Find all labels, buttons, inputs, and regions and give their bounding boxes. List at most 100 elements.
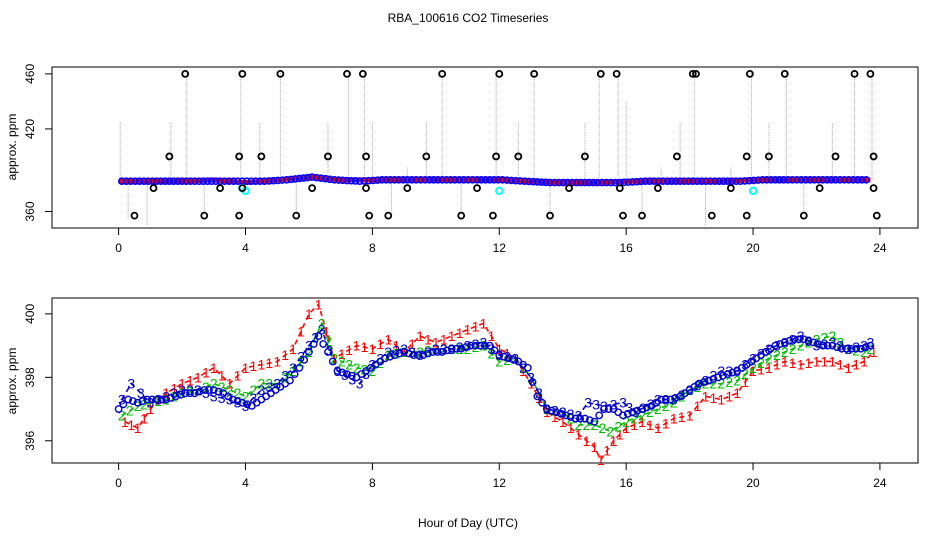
marker-1: 1 <box>250 358 258 374</box>
point-outlier <box>492 152 501 161</box>
marker-1: 1 <box>583 433 591 449</box>
marker-o <box>243 400 251 409</box>
marker-o <box>714 373 723 382</box>
marker-o <box>547 406 556 415</box>
marker-o <box>866 341 875 350</box>
marker-o <box>171 392 180 401</box>
point-co2-3 <box>775 176 784 184</box>
marker-1: 1 <box>424 331 432 347</box>
point-co2-3 <box>334 176 343 184</box>
marker-2: 2 <box>662 398 670 414</box>
marker-o <box>462 343 470 352</box>
point-co2-3 <box>810 176 819 184</box>
point-co2-3 <box>788 176 797 184</box>
marker-1: 1 <box>315 296 323 312</box>
point-outlier <box>780 69 789 78</box>
point-co2-3 <box>326 175 334 184</box>
marker-2: 2 <box>305 344 313 360</box>
point-co2-3 <box>287 175 295 184</box>
marker-3: 3 <box>273 376 281 392</box>
point-co2-3 <box>516 177 525 185</box>
marker-2: 2 <box>324 333 332 349</box>
marker-3: 3 <box>472 336 480 352</box>
marker-2: 2 <box>487 346 495 362</box>
marker-o <box>523 363 532 372</box>
marker-1: 1 <box>440 331 448 347</box>
marker-3: 3 <box>242 398 250 414</box>
marker-2: 2 <box>495 353 503 369</box>
marker-3: 3 <box>757 346 765 362</box>
marker-o <box>533 392 542 401</box>
marker-1: 1 <box>638 414 646 430</box>
top-y-axis-label: approx. ppm <box>5 114 19 181</box>
point-outlier <box>707 211 716 220</box>
point-outlier <box>546 211 554 220</box>
marker-3: 3 <box>448 341 456 357</box>
marker-2: 2 <box>543 401 551 417</box>
marker-o <box>347 371 356 380</box>
marker-3: 3 <box>662 392 670 408</box>
point-outlier <box>850 69 859 78</box>
marker-o <box>833 343 842 352</box>
marker-o <box>595 411 604 420</box>
point-co2-3 <box>403 176 412 184</box>
marker-o <box>286 376 294 385</box>
marker-2: 2 <box>242 388 250 404</box>
marker-o <box>504 354 513 363</box>
point-outlier <box>612 69 621 78</box>
marker-2: 2 <box>345 357 353 373</box>
point-outlier <box>619 211 627 220</box>
marker-o <box>471 341 480 350</box>
marker-o <box>400 348 409 356</box>
point-co2-3 <box>715 177 724 186</box>
marker-1: 1 <box>297 323 305 339</box>
marker-3: 3 <box>495 347 503 363</box>
marker-1: 1 <box>781 353 789 369</box>
marker-1: 1 <box>448 328 456 344</box>
point-co2-3 <box>360 177 368 185</box>
marker-o <box>619 411 627 420</box>
marker-o <box>785 336 794 345</box>
point-co2-3 <box>819 176 827 184</box>
marker-2: 2 <box>828 328 836 344</box>
marker-1: 1 <box>511 350 519 366</box>
point-co2-3 <box>507 176 516 185</box>
marker-2: 2 <box>717 376 725 392</box>
point-co2-3 <box>684 177 693 186</box>
point-outlier <box>688 69 697 78</box>
marker-o <box>324 348 332 356</box>
marker-o <box>671 394 680 402</box>
bottom-x-tick-label: 0 <box>115 476 122 490</box>
marker-o <box>176 390 185 399</box>
marker-3: 3 <box>584 395 592 411</box>
marker-o <box>157 395 166 404</box>
point-co2-3 <box>511 176 520 185</box>
marker-2: 2 <box>733 373 741 389</box>
point-flagged <box>748 186 758 196</box>
point-co2-3 <box>498 176 507 184</box>
point-co2-3 <box>719 177 728 186</box>
marker-o <box>699 378 708 386</box>
point-co2-3 <box>771 176 780 184</box>
point-co2-3 <box>148 177 157 186</box>
marker-o <box>238 398 247 407</box>
point-co2-3 <box>174 177 182 186</box>
point-outlier <box>745 69 754 78</box>
point-co2-3 <box>455 176 464 184</box>
point-co2-3 <box>269 176 278 185</box>
top-x-tick-label: 0 <box>115 241 122 255</box>
point-co2-3 <box>459 176 468 184</box>
marker-o <box>295 363 304 372</box>
bottom-y-axis: 396 398 400 <box>23 304 52 451</box>
marker-3: 3 <box>265 379 273 395</box>
marker-3: 3 <box>257 382 265 398</box>
bottom-x-tick-label: 8 <box>369 476 376 490</box>
marker-1: 1 <box>408 336 416 352</box>
point-outlier <box>362 152 370 161</box>
point-outlier <box>362 184 370 192</box>
marker-o <box>214 387 223 396</box>
marker-o <box>590 417 599 426</box>
marker-o <box>528 378 537 386</box>
point-co2-3 <box>740 177 749 185</box>
marker-o <box>290 370 299 379</box>
